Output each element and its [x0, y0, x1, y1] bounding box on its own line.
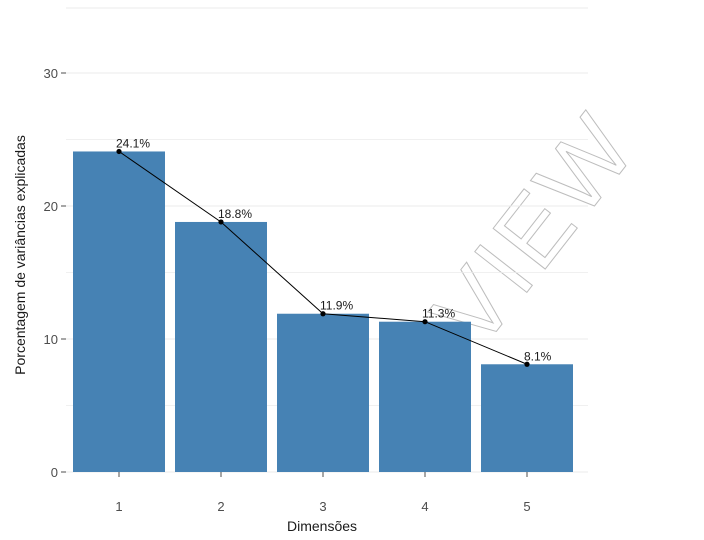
- bar-3: [277, 313, 369, 472]
- bar-5: [481, 364, 573, 472]
- bar-4: [379, 321, 471, 472]
- x-tick-label: 1: [115, 499, 122, 514]
- y-tick-label: 30: [44, 66, 58, 81]
- x-tick-label: 3: [319, 499, 326, 514]
- point-1: [116, 148, 122, 155]
- data-label-3: 11.9%: [320, 299, 353, 313]
- point-3: [320, 311, 326, 317]
- point-4: [422, 319, 428, 325]
- data-label-2: 18.8%: [218, 207, 252, 221]
- point-2: [218, 219, 224, 225]
- y-axis-title: Porcentagem de variâncias explicadas: [12, 135, 28, 375]
- data-label-5: 8.1%: [524, 349, 552, 363]
- data-label-4: 11.3%: [422, 307, 455, 321]
- x-axis-title: Dimensões: [287, 518, 357, 534]
- point-5: [524, 361, 530, 367]
- bars: [73, 151, 573, 472]
- x-axis: 1 2 3 4 5: [115, 472, 531, 514]
- data-label-1: 24.1%: [116, 136, 150, 150]
- bar-2: [175, 221, 267, 472]
- y-tick-label: 10: [44, 332, 58, 347]
- y-tick-label: 0: [51, 465, 58, 480]
- line-points: [116, 148, 530, 367]
- x-tick-label: 4: [421, 499, 428, 514]
- x-tick-label: 2: [217, 499, 224, 514]
- x-tick-label: 5: [523, 499, 530, 514]
- y-tick-label: 20: [44, 199, 58, 214]
- bar-1: [73, 151, 165, 472]
- y-axis: 0 10 20 30: [44, 66, 66, 480]
- data-labels: 24.1% 18.8% 11.9% 11.3% 8.1%: [116, 136, 552, 363]
